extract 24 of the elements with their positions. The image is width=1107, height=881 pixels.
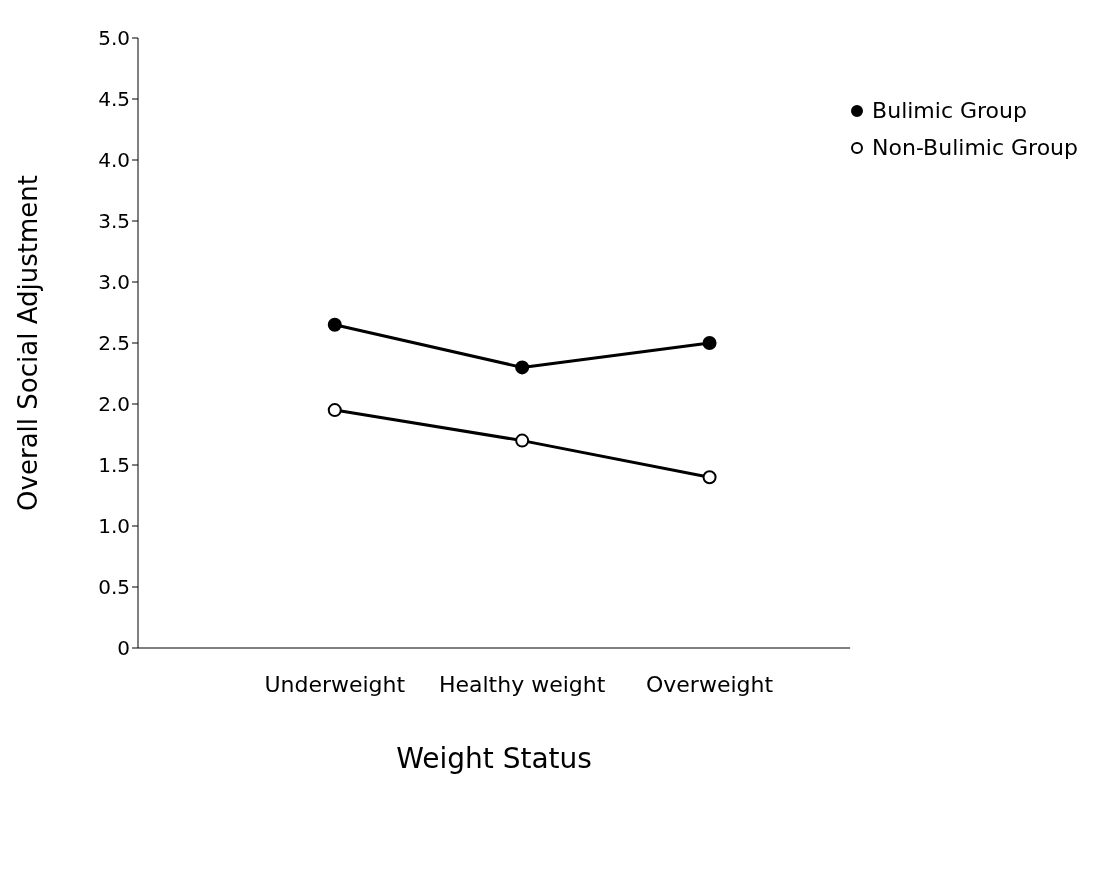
y-tick-label: 1.5 bbox=[98, 453, 130, 478]
y-tick-label: 4.5 bbox=[98, 87, 130, 112]
y-tick-label: 0 bbox=[117, 636, 130, 661]
y-axis-title: Overall Social Adjustment bbox=[13, 175, 44, 511]
y-tick-label: 0.5 bbox=[98, 575, 130, 600]
point bbox=[327, 403, 342, 418]
point bbox=[515, 360, 530, 375]
point bbox=[702, 336, 717, 350]
point bbox=[515, 433, 530, 448]
y-tick-label: 2.5 bbox=[98, 331, 130, 356]
legend-label: Non-Bulimic Group bbox=[872, 135, 1078, 160]
y-tick-label: 5.0 bbox=[98, 26, 130, 51]
y-tick-label: 1.0 bbox=[98, 514, 130, 539]
point bbox=[327, 317, 342, 332]
x-tick-label: Underweight bbox=[264, 671, 406, 697]
y-tick-label: 2.0 bbox=[98, 392, 130, 417]
x-tick-label: Healthy weight bbox=[438, 671, 606, 697]
legend-label: Bulimic Group bbox=[872, 98, 1027, 123]
point bbox=[702, 470, 717, 485]
y-tick-label: 3.0 bbox=[98, 270, 130, 295]
x-axis-title: Weight Status bbox=[396, 742, 592, 775]
y-tick-label: 3.5 bbox=[98, 209, 130, 234]
x-tick-label: Overweight bbox=[646, 671, 774, 697]
y-tick-label: 4.0 bbox=[98, 148, 130, 173]
